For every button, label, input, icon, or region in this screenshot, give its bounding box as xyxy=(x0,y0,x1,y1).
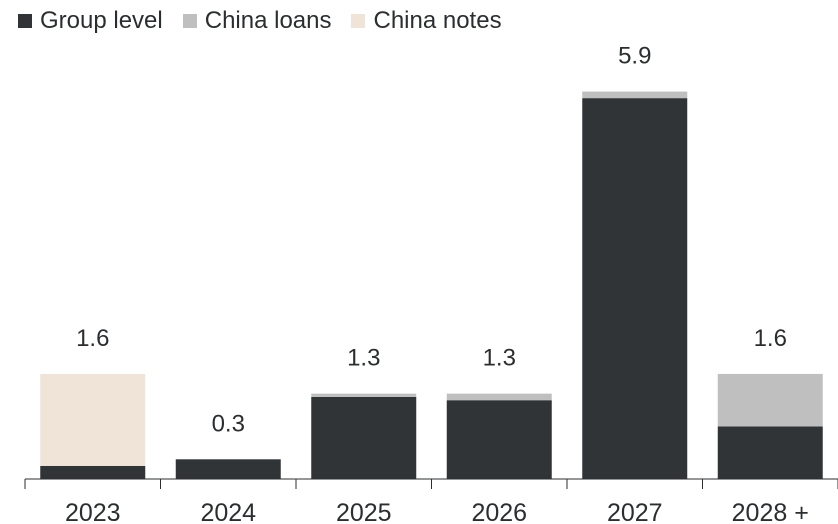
legend-item-group-level: Group level xyxy=(18,7,163,35)
legend-label-group-level: Group level xyxy=(40,7,163,34)
legend-swatch-china-loans xyxy=(182,14,197,28)
bar-total-label-2: 1.3 xyxy=(347,345,380,372)
legend-swatch-china-notes xyxy=(351,14,366,28)
legend-label-china-loans: China loans xyxy=(204,7,332,34)
legend-label-china-notes: China notes xyxy=(373,7,502,34)
bar-segment-group-level-2 xyxy=(311,396,417,479)
bar-total-label-5: 1.6 xyxy=(754,325,787,352)
bar-segment-china-loans-4 xyxy=(582,91,688,99)
bar-segment-group-level-5 xyxy=(717,426,823,479)
legend-item-china-loans: China loans xyxy=(182,7,332,35)
bar-total-label-4: 5.9 xyxy=(618,43,651,70)
bar-segment-group-level-1 xyxy=(175,459,281,479)
x-tick-label-4: 2027 xyxy=(607,499,663,524)
bar-total-label-1: 0.3 xyxy=(212,410,245,437)
x-tick-label-3: 2026 xyxy=(471,499,527,524)
bar-segment-china-loans-3 xyxy=(446,393,552,401)
legend: Group level China loans China notes xyxy=(18,6,502,36)
x-tick-label-2: 2025 xyxy=(336,499,392,524)
x-tick-label-1: 2024 xyxy=(200,499,256,524)
bar-segment-china-loans-2 xyxy=(311,393,417,397)
bar-total-label-3: 1.3 xyxy=(483,345,516,372)
bar-segment-group-level-0 xyxy=(40,465,146,479)
bar-segment-group-level-4 xyxy=(582,98,688,479)
x-tick-label-0: 2023 xyxy=(65,499,121,524)
x-tick-label-5: 2028 + xyxy=(732,499,809,524)
bar-segment-china-notes-0 xyxy=(40,373,146,466)
legend-swatch-group-level xyxy=(18,14,32,28)
bar-segment-china-loans-5 xyxy=(717,373,823,427)
bar-segment-group-level-3 xyxy=(446,400,552,479)
bar-total-label-0: 1.6 xyxy=(76,325,109,352)
legend-item-china-notes: China notes xyxy=(351,7,502,35)
